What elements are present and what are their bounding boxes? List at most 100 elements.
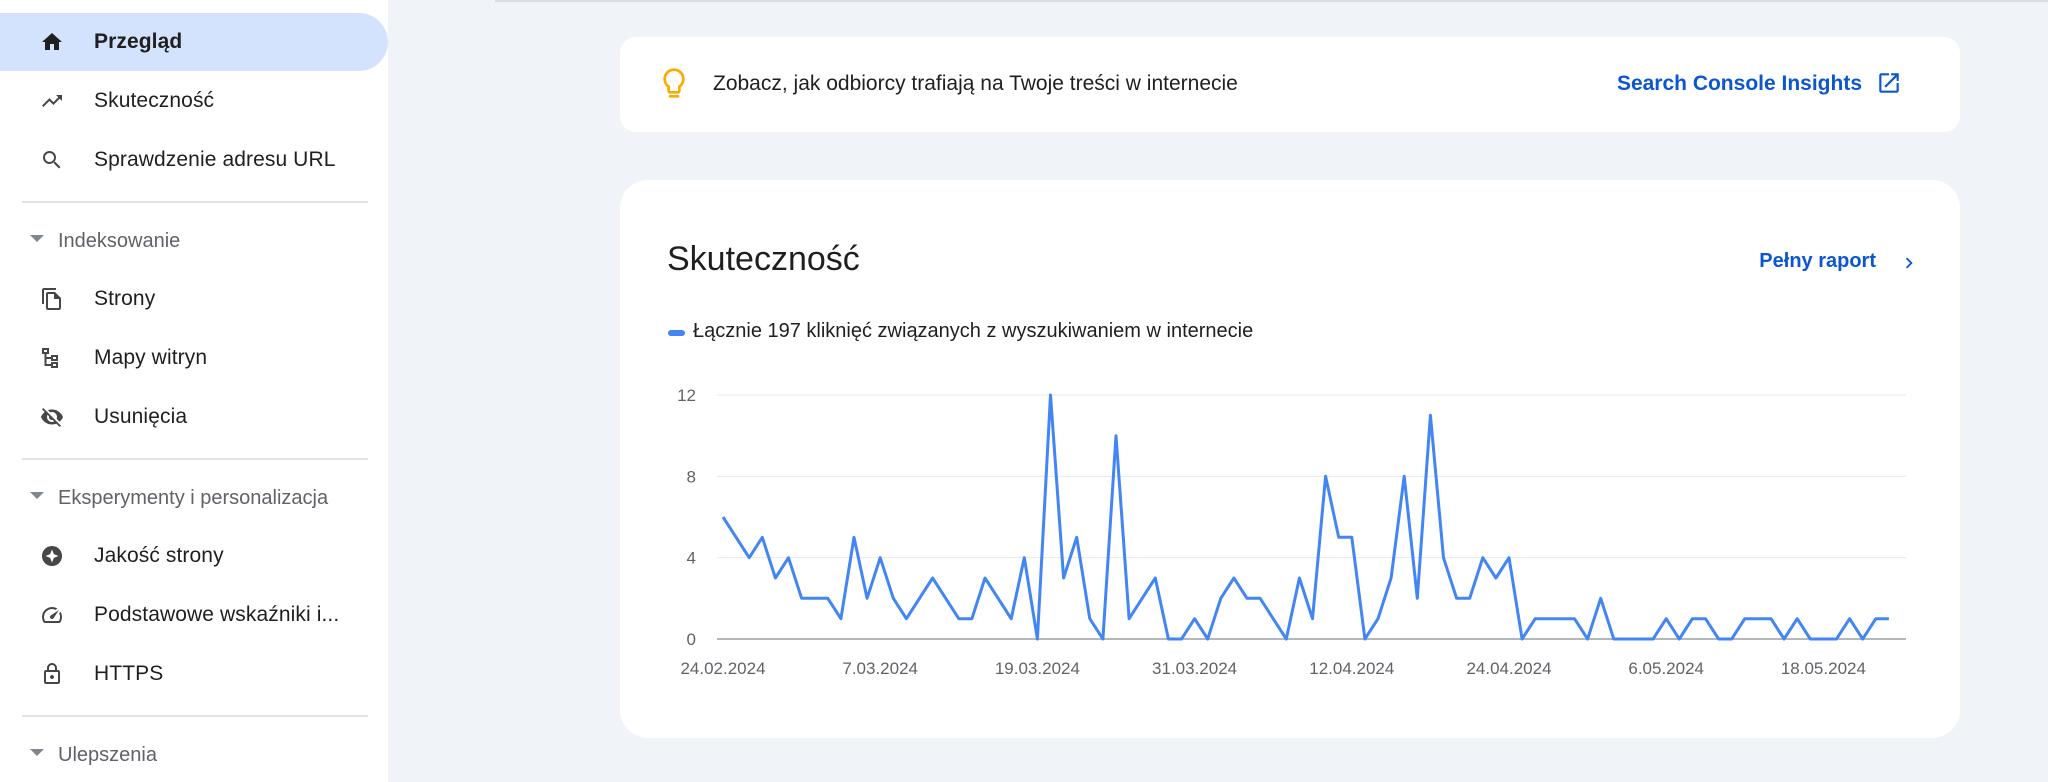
- data-point: [904, 617, 908, 621]
- data-point: [1193, 617, 1197, 621]
- data-point: [1140, 596, 1144, 600]
- lightbulb-icon: [663, 68, 685, 98]
- data-point: [1481, 556, 1485, 560]
- data-point: [1324, 474, 1328, 478]
- sidebar-item-label: Przegląd: [94, 30, 183, 53]
- page-quality-icon: [40, 544, 64, 568]
- data-point: [1455, 596, 1459, 600]
- insights-text: Zobacz, jak odbiorcy trafiają na Twoje t…: [713, 72, 1238, 95]
- x-tick-label: 18.05.2024: [1781, 659, 1866, 678]
- data-point: [1795, 617, 1799, 621]
- divider: [22, 715, 368, 717]
- data-point: [1769, 617, 1773, 621]
- data-point: [1874, 617, 1878, 621]
- divider: [22, 201, 368, 203]
- section-experiments[interactable]: Eksperymenty i personalizacja: [0, 475, 388, 521]
- chevron-right-icon[interactable]: [1898, 252, 1920, 274]
- legend-swatch: [668, 330, 685, 336]
- data-point: [1690, 617, 1694, 621]
- data-point: [1428, 413, 1432, 417]
- sitemap-icon: [40, 346, 64, 370]
- sidebar-item-removals[interactable]: Usunięcia: [0, 388, 388, 446]
- data-point: [1730, 637, 1734, 641]
- y-tick-label: 4: [687, 549, 696, 568]
- data-point: [1717, 637, 1721, 641]
- sidebar-item-core-web-vitals[interactable]: Podstawowe wskaźniki i...: [0, 586, 388, 644]
- legend-label: Łącznie 197 kliknięć związanych z wyszuk…: [693, 320, 1254, 342]
- sidebar-item-https[interactable]: HTTPS: [0, 645, 388, 703]
- data-point: [1704, 617, 1708, 621]
- data-point: [1677, 637, 1681, 641]
- sidebar-item-label: Sprawdzenie adresu URL: [94, 148, 336, 171]
- clicks-chart: 0 4 8 12 24.02.2024 7.03.2024 19.03.2024 31.03.…: [677, 386, 1906, 678]
- sidebar-item-url-inspection[interactable]: Sprawdzenie adresu URL: [0, 131, 388, 189]
- data-point: [1468, 596, 1472, 600]
- data-point: [944, 596, 948, 600]
- sidebar-item-overview[interactable]: Przegląd: [0, 13, 388, 71]
- search-console-insights-link[interactable]: Search Console Insights: [1616, 72, 1862, 95]
- sidebar-item-label: Mapy witryn: [94, 346, 208, 369]
- data-point: [1088, 617, 1092, 621]
- data-point: [1022, 556, 1026, 560]
- data-point: [1664, 617, 1668, 621]
- section-label: Eksperymenty i personalizacja: [58, 486, 329, 509]
- sidebar-item-pages[interactable]: Strony: [0, 270, 388, 328]
- data-point: [1127, 617, 1131, 621]
- data-point: [1219, 596, 1223, 600]
- data-point: [1062, 576, 1066, 580]
- section-indexing[interactable]: Indeksowanie: [0, 218, 388, 264]
- section-label: Ulepszenia: [58, 743, 157, 766]
- top-divider: [495, 0, 2048, 2]
- x-tick-label: 6.05.2024: [1628, 659, 1704, 678]
- pages-icon: [40, 287, 64, 311]
- data-point: [1507, 556, 1511, 560]
- data-point: [970, 617, 974, 621]
- data-point: [1533, 617, 1537, 621]
- data-point: [1442, 556, 1446, 560]
- data-point: [1808, 637, 1812, 641]
- open-in-new-icon[interactable]: [1876, 70, 1902, 96]
- data-point: [826, 596, 830, 600]
- data-point: [1612, 637, 1616, 641]
- data-point: [1153, 576, 1157, 580]
- sidebar-item-performance[interactable]: Skuteczność: [0, 72, 388, 130]
- data-point: [1311, 617, 1315, 621]
- data-point: [1546, 617, 1550, 621]
- y-tick-label: 12: [677, 386, 696, 405]
- data-point: [1376, 617, 1380, 621]
- data-point: [1651, 637, 1655, 641]
- clicks-series-line: [721, 393, 1889, 641]
- data-point: [1297, 576, 1301, 580]
- section-enhancements[interactable]: Ulepszenia: [0, 732, 388, 778]
- trending-up-icon: [40, 89, 64, 113]
- lock-icon: [40, 662, 64, 686]
- data-point: [1180, 637, 1184, 641]
- data-point: [1861, 637, 1865, 641]
- data-point: [1402, 474, 1406, 478]
- sidebar-item-sitemaps[interactable]: Mapy witryn: [0, 329, 388, 387]
- data-point: [1887, 617, 1891, 621]
- data-point: [931, 576, 935, 580]
- data-point: [1638, 637, 1642, 641]
- full-report-link[interactable]: Pełny raport: [1759, 250, 1876, 272]
- data-point: [1049, 393, 1053, 397]
- data-point: [1258, 596, 1262, 600]
- data-point: [983, 576, 987, 580]
- data-point: [1848, 617, 1852, 621]
- sidebar-item-page-experience[interactable]: Jakość strony: [0, 527, 388, 585]
- sidebar-item-label: Strony: [94, 287, 156, 310]
- data-point: [1075, 535, 1079, 539]
- data-point: [1821, 637, 1825, 641]
- data-point: [1035, 637, 1039, 641]
- data-point: [773, 576, 777, 580]
- data-point: [891, 596, 895, 600]
- sidebar: Przegląd Skuteczność Sprawdzenie adresu …: [0, 0, 388, 782]
- x-tick-label: 7.03.2024: [842, 659, 918, 678]
- data-point: [721, 515, 725, 519]
- data-point: [1743, 617, 1747, 621]
- search-icon: [40, 148, 64, 172]
- data-point: [800, 596, 804, 600]
- data-point: [918, 596, 922, 600]
- sidebar-item-label: Usunięcia: [94, 405, 188, 428]
- data-point: [957, 617, 961, 621]
